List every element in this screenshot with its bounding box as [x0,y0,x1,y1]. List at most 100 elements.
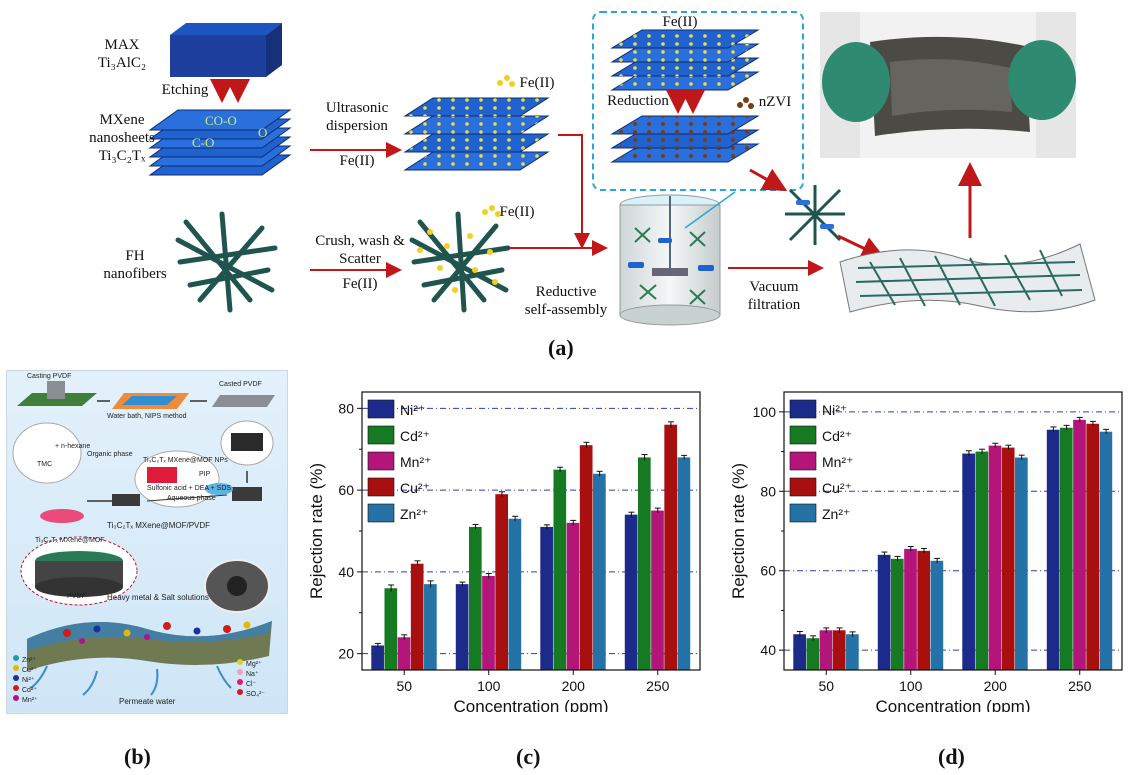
ion-dot-icon [237,689,243,696]
reductive-label-2: self-assembly [524,302,608,318]
crush-label-1: Crush, wash & [315,233,405,249]
fe-label-fibers: Fe(II) [499,204,535,220]
fe-particles-on-fibers [417,205,501,293]
legend-label: Ni²⁺ [822,402,847,418]
composite-label: Ti₃C₂Tₓ MXene@MOF/PVDF [107,521,211,530]
etching-label: Etching [161,82,209,98]
ion-dot-icon [13,665,19,672]
panel-d-letter: (d) [938,744,965,769]
ion-dot-icon [13,675,19,682]
legend-swatch [367,477,395,497]
ion-legend-left-item: Mn²⁺ [13,689,38,707]
panel-c-letter: (c) [516,744,541,769]
bar [593,473,606,670]
bar [1073,419,1086,670]
y-tick-label: 60 [338,482,354,498]
pip-label: PIP [199,471,211,478]
bar [397,637,411,670]
bar [975,451,989,670]
y-tick-label: 80 [760,483,776,499]
ion-legend-left-item: Zn²⁺ [13,649,36,667]
legend-label: Zn²⁺ [822,506,850,522]
ion-dot-icon [13,695,19,702]
ion-legend-left-label: Cu²⁺ [22,667,37,674]
bar [1001,447,1015,670]
legend-swatch [789,477,817,497]
ion-legend-right-item: SO₄²⁻ [237,683,265,701]
legend-label: Ni²⁺ [400,402,425,418]
bar [553,469,567,670]
heavy-metal-label: Heavy metal & Salt solutions [107,593,209,602]
ultrasonic-label-1: Ultrasonic [325,100,389,116]
y-tick-label: 20 [338,646,354,662]
bar [482,575,495,670]
bar [624,514,638,670]
bar [566,522,580,670]
ion-legend-left-label: Zn²⁺ [22,657,37,664]
panel-b-illustration [12,381,275,696]
x-tick-label: 50 [818,678,834,694]
fh-label-1: FH [125,248,145,264]
x-tick-label: 100 [477,678,501,694]
y-tick-label: 100 [753,404,777,420]
membrane-photo-drawing [820,12,1076,158]
tmc-label: TMC [37,461,53,468]
ion-dot-icon [13,655,19,662]
panel-b: Casting PVDF Water bath, NIPS method Cas… [6,370,288,714]
bar [495,494,509,670]
mxene-stack [148,109,292,176]
reduction-label: Reduction [607,93,669,109]
panel-b-letter: (b) [124,744,151,769]
x-axis-label: Concentration (ppm) [454,697,609,712]
nzvi-label: nZVI [758,94,792,110]
legend-swatch [367,451,395,471]
legend-label: Zn²⁺ [400,506,428,522]
ion-legend-right-item: Na⁺ [237,663,259,681]
legend-swatch [367,399,395,419]
arrow-box-to-beaker [684,191,736,229]
x-tick-label: 200 [984,678,1008,694]
chart-c: 20 40 60 80 50 100 200 250 Concentration (ppm) Re… [307,391,701,712]
ion-legend-left-label: Cd²⁺ [22,687,37,694]
legend-swatch [367,425,395,445]
bar [371,645,384,670]
organic-phase-label: Organic phase [87,451,133,458]
aqueous-phase-label: Aqueous phase [167,495,216,502]
bar [677,457,691,670]
ion-legend-left-label: Mn²⁺ [22,697,38,704]
legend-label: Mn²⁺ [400,454,432,470]
y-tick-label: 80 [338,400,354,416]
legend-label: Cu²⁺ [822,480,852,496]
x-tick-label: 200 [562,678,586,694]
bar [962,453,975,670]
bar [1015,457,1028,670]
legend-swatch [789,425,817,445]
ion-legend-left-item: Cu²⁺ [13,659,37,677]
bar [508,518,522,670]
x-tick-label: 250 [646,678,670,694]
x-axis-label: Concentration (ppm) [876,697,1031,712]
fe-label-crush: Fe(II) [342,276,378,292]
bar [579,445,593,670]
bar [988,445,1002,670]
beaker [619,194,721,326]
max-block [170,23,282,77]
legend-label: Cu²⁺ [400,480,430,496]
fh-nanofibers [175,211,278,313]
composite-cluster [785,185,845,245]
y-tick-label: 60 [760,563,776,579]
composite-top-label: Ti₃C₂Tₓ MXene@MOF [35,537,105,544]
ion-dot-icon [237,659,243,666]
casted-pvdf-label: Casted PVDF [219,381,262,388]
ion-legend-right-item: Mg²⁺ [237,653,262,671]
bar [540,526,553,670]
bar [651,510,664,670]
ion-legend-left-item: Cd²⁺ [13,679,37,697]
bar [917,550,931,670]
pvdf-label: PVDF [67,593,86,600]
surface-group-3: C-O [192,135,215,150]
bar [1086,423,1100,670]
bar [832,630,846,670]
fe-label-box: Fe(II) [662,14,698,30]
legend-swatch [367,503,395,523]
